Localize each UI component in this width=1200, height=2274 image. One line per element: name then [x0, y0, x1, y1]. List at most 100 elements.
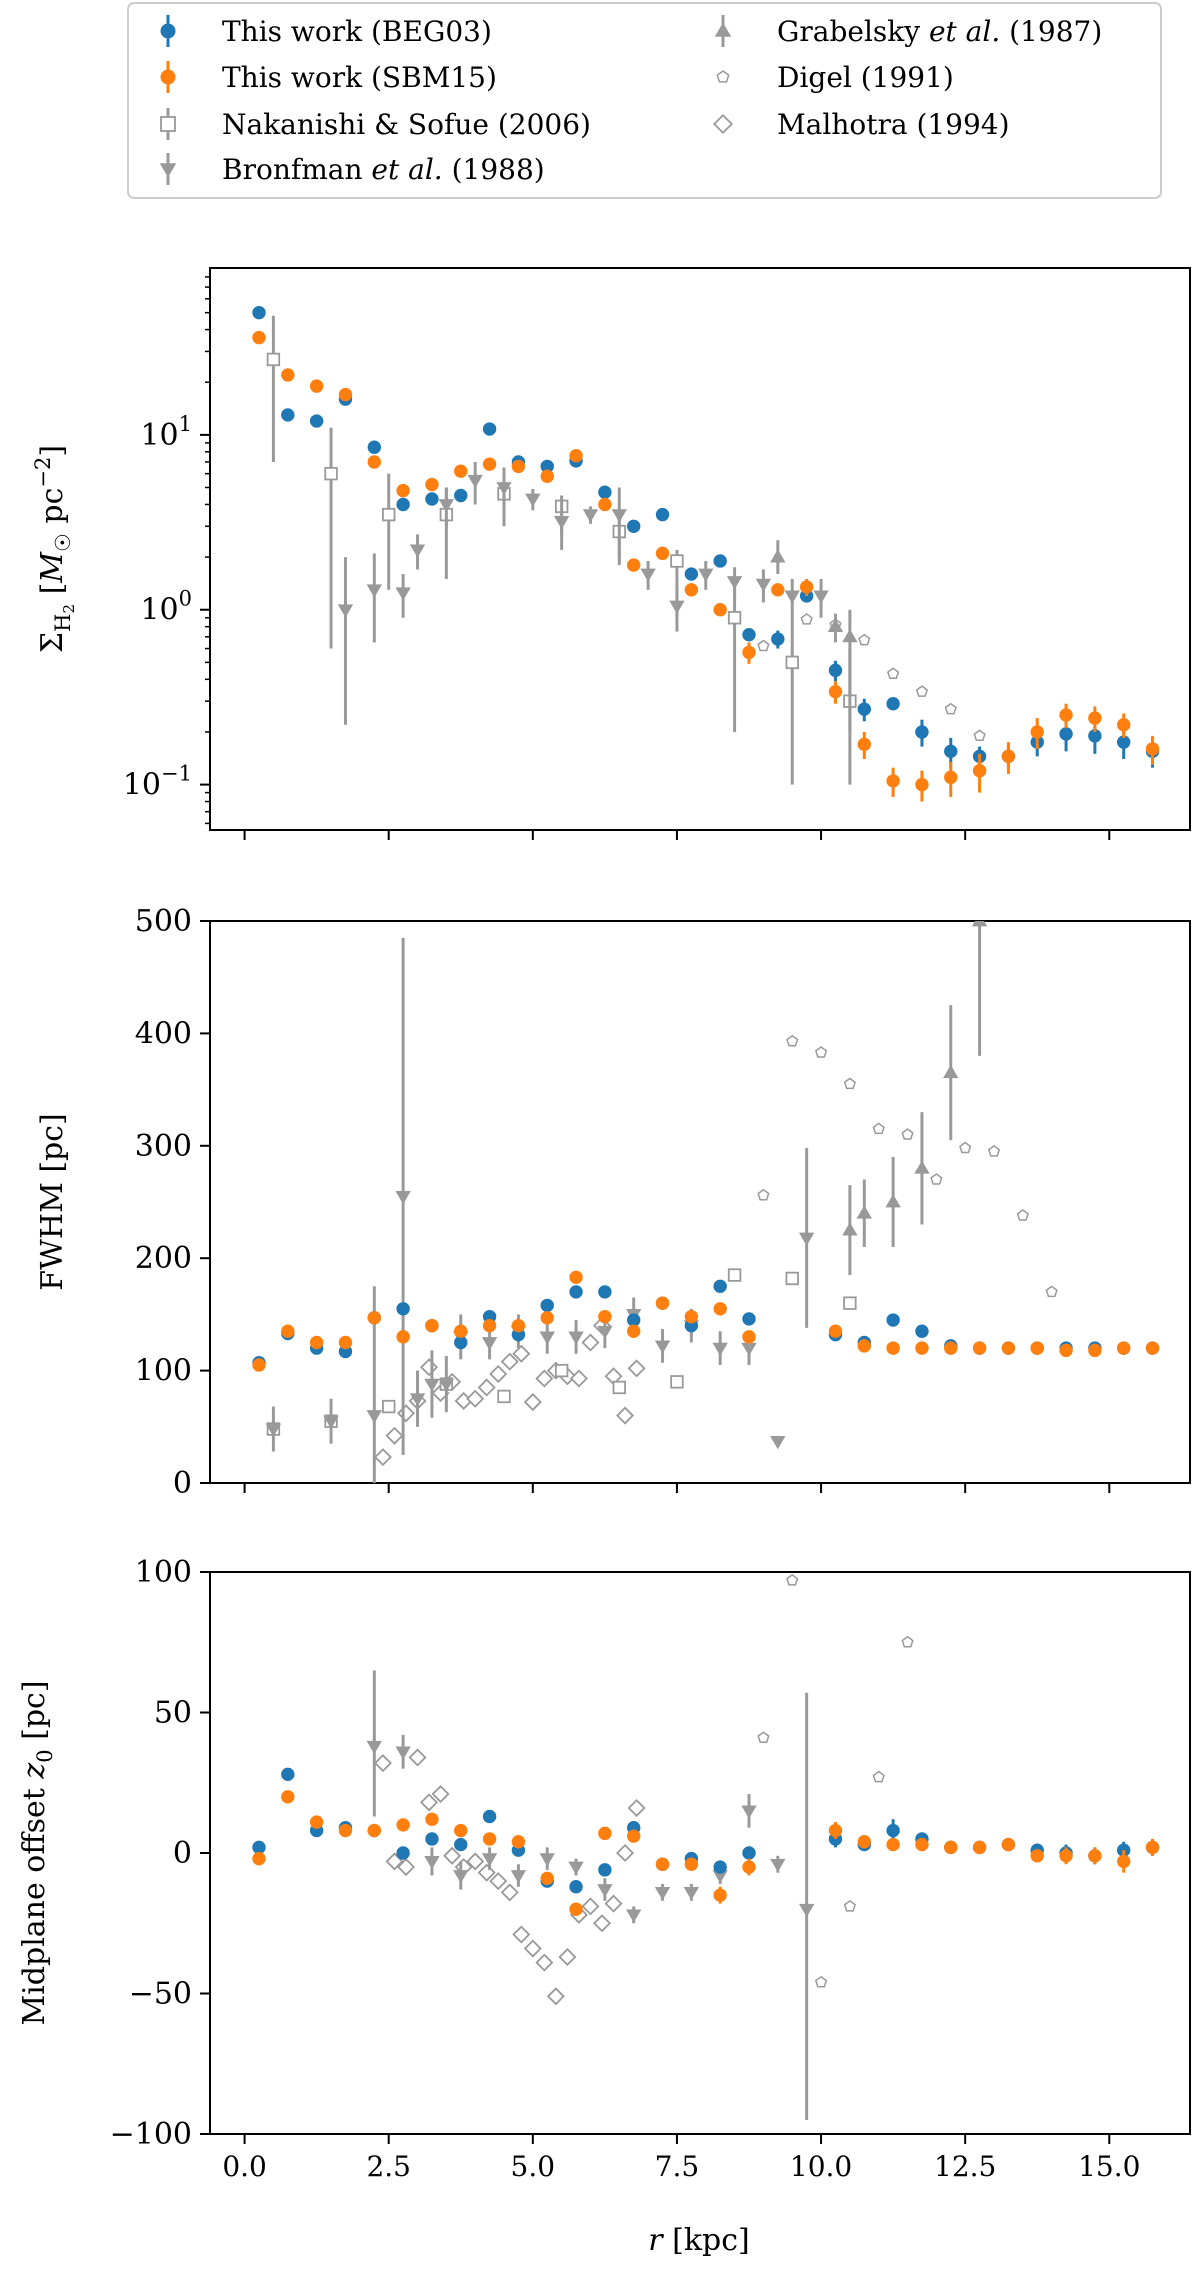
y-tick-label: 500	[135, 904, 192, 939]
data-point-sbm	[454, 1823, 468, 1838]
data-point-br	[395, 574, 411, 618]
data-point-gr	[827, 613, 844, 643]
data-point-sbm	[309, 1335, 324, 1350]
data-point-sbm	[713, 603, 727, 617]
data-point-gr	[842, 609, 858, 732]
data-point-sbm	[281, 1324, 295, 1338]
data-point-di	[1016, 1209, 1029, 1221]
data-point-sbm	[684, 1309, 699, 1324]
data-point-ma	[443, 1846, 462, 1865]
data-point-sbm	[972, 753, 987, 793]
data-point-ma	[523, 1393, 542, 1412]
series-di	[757, 1034, 1058, 1298]
data-point-di	[858, 633, 871, 646]
data-point-br	[510, 1864, 527, 1887]
data-point-sbm	[396, 1818, 410, 1832]
data-point-beg	[684, 567, 699, 581]
data-point-ns	[843, 1296, 857, 1310]
data-point-ma	[431, 1784, 450, 1804]
data-point-ma	[373, 1754, 392, 1773]
data-point-sbm	[828, 681, 843, 704]
data-point-br	[395, 937, 411, 1455]
data-point-beg	[454, 1837, 468, 1852]
data-point-beg	[886, 1313, 900, 1327]
data-point-br	[770, 1436, 786, 1450]
data-point-beg	[425, 1832, 439, 1846]
y-tick-label: 100	[135, 1354, 192, 1389]
y-tick-label: 100	[135, 1555, 192, 1590]
series-di	[757, 613, 986, 742]
data-point-ma	[489, 1872, 508, 1891]
y-tick-label: 300	[135, 1129, 192, 1164]
data-point-sbm	[482, 457, 497, 471]
data-point-br	[337, 557, 354, 725]
legend-frame	[127, 2, 1162, 199]
data-point-sbm	[367, 1311, 381, 1325]
data-point-beg	[598, 1285, 612, 1299]
data-point-beg	[713, 1860, 727, 1874]
data-point-sbm	[627, 1324, 641, 1338]
data-point-br	[597, 1878, 613, 1901]
legend-marker-di	[716, 70, 730, 83]
series-gr	[770, 540, 858, 732]
data-point-sbm	[627, 558, 641, 572]
data-point-sbm	[1030, 1849, 1044, 1863]
data-point-gr	[971, 921, 988, 1056]
data-point-br	[640, 560, 656, 590]
data-point-ma	[616, 1406, 635, 1425]
series-ma	[373, 1748, 646, 2006]
data-point-di	[786, 1034, 799, 1047]
data-point-sbm	[252, 1358, 266, 1372]
data-point-beg	[454, 488, 468, 503]
data-point-sbm	[569, 1902, 583, 1916]
data-point-ns	[727, 1268, 742, 1282]
data-point-beg	[598, 485, 612, 499]
legend-label-di: Digel (1991)	[777, 61, 954, 94]
y-tick-label: 0	[173, 1836, 192, 1871]
data-point-sbm	[742, 1858, 756, 1876]
y-axis-label: FWHM [pc]	[35, 1113, 70, 1290]
data-point-sbm	[655, 1296, 670, 1310]
data-point-sbm	[1001, 1837, 1016, 1852]
data-point-br	[654, 1883, 671, 1901]
data-point-di	[901, 1635, 914, 1648]
data-point-ma	[408, 1748, 427, 1767]
data-point-br	[366, 553, 382, 643]
data-point-br	[770, 1855, 786, 1873]
data-point-beg	[396, 1302, 410, 1316]
data-point-sbm	[598, 497, 612, 512]
data-point-br	[539, 1847, 555, 1870]
data-point-br	[366, 1670, 382, 1817]
data-point-ns	[727, 589, 742, 732]
data-point-sbm	[1117, 1850, 1131, 1873]
data-point-sbm	[252, 330, 266, 345]
data-point-sbm	[915, 1341, 929, 1355]
data-point-sbm	[915, 1837, 929, 1852]
x-tick-label: 0.0	[222, 2150, 267, 2183]
data-point-di	[872, 1770, 885, 1783]
x-tick-label: 7.5	[655, 2150, 700, 2183]
y-tick-label: 0	[173, 1466, 192, 1501]
x-axis-label: r [kpc]	[648, 2223, 749, 2258]
data-point-sbm	[655, 546, 670, 561]
data-point-beg	[915, 719, 929, 747]
data-point-br	[712, 1331, 728, 1365]
y-tick-label: 101	[140, 412, 192, 453]
data-point-ns	[785, 617, 799, 785]
data-point-sbm	[540, 469, 554, 483]
data-point-sbm	[944, 761, 958, 797]
data-point-sbm	[367, 1823, 381, 1838]
data-point-br	[669, 586, 685, 632]
data-point-beg	[742, 1312, 756, 1326]
data-point-sbm	[1030, 1341, 1044, 1355]
data-point-sbm	[627, 1829, 641, 1843]
data-point-sbm	[1030, 718, 1044, 749]
legend-marker-beg	[160, 15, 176, 47]
series-br	[366, 1670, 815, 2120]
data-point-sbm	[425, 1812, 439, 1826]
data-point-ma	[420, 1358, 439, 1377]
data-point-beg	[915, 1324, 929, 1338]
data-point-di	[944, 702, 957, 715]
series-br	[337, 461, 829, 725]
